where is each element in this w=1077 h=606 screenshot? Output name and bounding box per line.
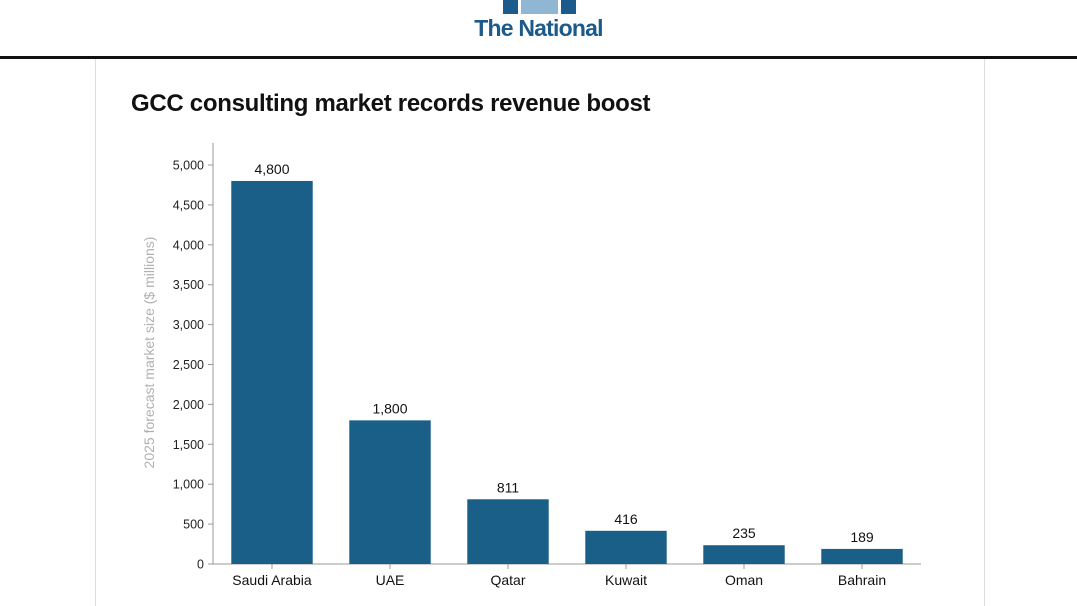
bar[interactable] — [585, 530, 667, 564]
site-header: The National — [0, 0, 1077, 59]
chart-title: GCC consulting market records revenue bo… — [131, 90, 651, 117]
logo-block-center — [521, 0, 558, 14]
y-tick-label: 1,000 — [173, 478, 204, 492]
logo-block-right — [561, 0, 576, 14]
data-label: 235 — [732, 525, 756, 541]
y-tick-label: 5,000 — [173, 159, 204, 173]
bar[interactable] — [349, 420, 431, 564]
logo-wordmark[interactable]: The National — [474, 15, 603, 41]
y-tick-label: 4,500 — [173, 198, 204, 212]
data-label: 1,800 — [372, 400, 407, 416]
the-national-logo-icon[interactable] — [500, 0, 580, 14]
x-tick-label: UAE — [376, 572, 405, 588]
data-label: 4,800 — [254, 161, 289, 177]
y-tick-label: 1,500 — [173, 438, 204, 452]
bar[interactable] — [821, 548, 903, 564]
y-tick-label: 2,500 — [173, 358, 204, 372]
data-label: 811 — [497, 479, 520, 495]
y-tick-label: 2,000 — [173, 398, 204, 412]
bar[interactable] — [467, 499, 549, 564]
x-tick-label: Oman — [725, 572, 763, 588]
data-label: 416 — [614, 511, 638, 527]
data-label: 189 — [850, 529, 874, 545]
x-axis: Saudi Arabia UAE Qatar Kuwait Oman Bahrain — [213, 563, 921, 588]
x-tick-label: Bahrain — [838, 572, 886, 588]
y-tick-label: 500 — [183, 518, 204, 532]
bars — [231, 180, 903, 564]
y-axis: 0 500 1,000 1,500 2,000 2,500 3,000 3,500 4,000 4… — [141, 143, 214, 572]
logo-block-left — [503, 0, 518, 14]
y-tick-label: 0 — [197, 558, 204, 572]
y-tick-label: 3,000 — [173, 318, 204, 332]
x-tick-label: Qatar — [490, 572, 525, 588]
x-tick-label: Kuwait — [605, 572, 647, 588]
y-axis-title: 2025 forecast market size ($ millions) — [141, 237, 157, 469]
bar[interactable] — [231, 180, 313, 564]
x-tick-label: Saudi Arabia — [232, 572, 312, 588]
y-tick-label: 3,500 — [173, 278, 204, 292]
bar[interactable] — [703, 545, 785, 564]
data-labels: 4,800 1,800 811 416 235 189 — [254, 161, 873, 545]
y-tick-label: 4,000 — [173, 238, 204, 252]
